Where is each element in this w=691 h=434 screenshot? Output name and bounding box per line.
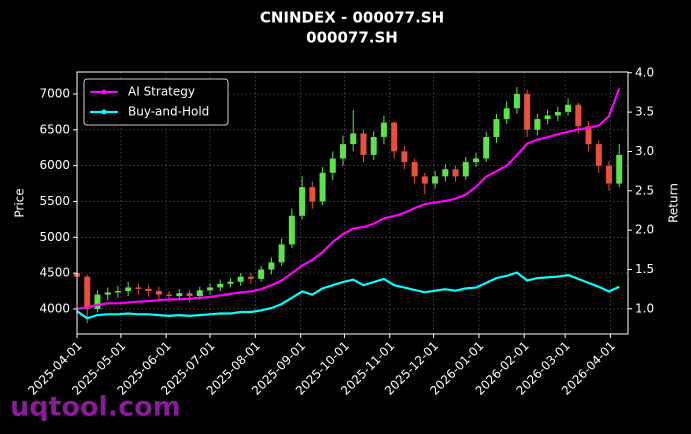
- candle-body: [503, 108, 510, 120]
- legend-marker: [101, 109, 107, 115]
- y-tick-label: 6000: [39, 158, 70, 172]
- candle-body: [401, 151, 408, 163]
- legend-marker: [101, 89, 107, 95]
- candle-body: [258, 269, 265, 279]
- candle-body: [452, 169, 459, 177]
- candle-body: [565, 104, 572, 112]
- candle-body: [114, 291, 121, 293]
- y2-tick-label: 2.5: [635, 183, 654, 197]
- candles: [74, 86, 623, 324]
- candle-body: [227, 281, 234, 284]
- candle-body: [104, 292, 111, 295]
- chart-subtitle: 000077.SH: [306, 29, 398, 47]
- candle-body: [350, 133, 357, 145]
- candle-body: [421, 176, 428, 184]
- series-line: [76, 88, 621, 310]
- candle-body: [237, 276, 244, 282]
- candle-body: [319, 172, 326, 202]
- y-tick-label: 6500: [39, 122, 70, 136]
- watermark: uqtool.com: [10, 392, 181, 423]
- candle-body: [513, 93, 520, 109]
- candle-body: [217, 283, 224, 288]
- candle-body: [288, 215, 295, 245]
- legend-label: Buy-and-Hold: [128, 105, 209, 119]
- chart-title: CNINDEX - 000077.SH: [260, 9, 444, 27]
- candle-body: [166, 294, 173, 297]
- candle-body: [462, 162, 469, 177]
- candle-body: [196, 290, 203, 297]
- candle-body: [411, 162, 418, 177]
- candle-body: [606, 165, 612, 184]
- candle-body: [483, 136, 490, 159]
- candle-body: [442, 169, 449, 177]
- candle-body: [247, 276, 254, 279]
- candle-body: [207, 287, 213, 291]
- candle-body: [268, 262, 275, 270]
- candle-body: [616, 154, 623, 184]
- candle-body: [554, 111, 561, 116]
- y2-tick-label: 3.5: [635, 105, 654, 119]
- y2-tick-label: 3.0: [635, 144, 654, 158]
- candle-body: [176, 293, 183, 297]
- y2-tick-label: 1.0: [635, 301, 654, 315]
- lines: [76, 88, 621, 320]
- y-tick-label: 5000: [39, 230, 70, 244]
- candle-body: [340, 144, 346, 159]
- legend-box: [83, 78, 229, 126]
- candle-body: [432, 176, 439, 184]
- candle-body: [299, 187, 306, 216]
- y2-tick-label: 4.0: [635, 65, 654, 79]
- y-tick-label: 4000: [39, 301, 70, 315]
- plot-frame: [76, 71, 629, 335]
- y2-tick-label: 2.0: [635, 223, 654, 237]
- y2-axis-label: Return: [667, 183, 681, 223]
- candle-body: [524, 93, 531, 130]
- candle-body: [473, 158, 479, 163]
- candle-body: [278, 244, 285, 263]
- candle-body: [575, 104, 582, 127]
- y-tick-label: 5500: [39, 194, 70, 208]
- candle-body: [155, 291, 162, 295]
- candle-body: [309, 187, 316, 202]
- legend: AI Strategy Buy-and-Hold: [83, 78, 229, 126]
- candle-body: [493, 119, 500, 137]
- candle-body: [125, 287, 132, 292]
- candle-body: [84, 276, 91, 309]
- candle-body: [370, 136, 377, 155]
- candle-body: [595, 144, 602, 166]
- candle-body: [135, 287, 142, 289]
- series-line: [76, 271, 620, 320]
- candle-body: [94, 294, 101, 309]
- candle-body: [544, 115, 551, 120]
- candle-body: [585, 126, 592, 145]
- candle-body: [380, 122, 387, 137]
- candle-body: [145, 288, 152, 292]
- y-tick-label: 4500: [39, 266, 70, 280]
- candle-body: [186, 293, 193, 297]
- y-axis-label: Price: [13, 188, 27, 217]
- candle-body: [360, 133, 367, 155]
- legend-label: AI Strategy: [128, 85, 195, 99]
- candle-body: [534, 119, 541, 130]
- candle-body: [391, 122, 398, 152]
- y-tick-label: 7000: [39, 86, 70, 100]
- y2-tick-label: 1.5: [635, 262, 654, 276]
- candle-body: [329, 158, 336, 173]
